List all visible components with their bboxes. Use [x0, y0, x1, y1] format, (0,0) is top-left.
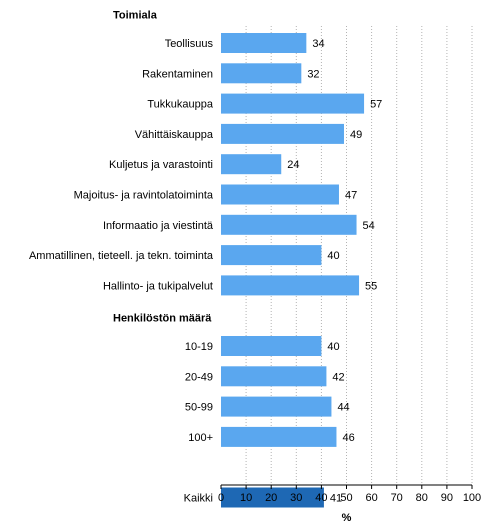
category-label-teollisuus: Teollisuus	[165, 38, 214, 50]
x-tick-label-70: 70	[391, 492, 403, 504]
category-label-vähittäiskauppa: Vähittäiskauppa	[135, 129, 214, 141]
bar-20-49	[221, 366, 327, 387]
category-label-informaatio-ja-viestintä: Informaatio ja viestintä	[103, 220, 214, 232]
x-tick-label-80: 80	[416, 492, 428, 504]
category-label-majoitus-ja-ravintolatoiminta: Majoitus- ja ravintolatoiminta	[74, 190, 214, 202]
value-label-rakentaminen: 32	[307, 68, 319, 80]
value-label-ammatillinen-tieteell-ja-tekn-toiminta: 40	[327, 250, 339, 262]
value-label-hallinto-ja-tukipalvelut: 55	[365, 280, 377, 292]
value-label-vähittäiskauppa: 49	[350, 129, 362, 141]
category-label-50-99: 50-99	[185, 402, 213, 414]
category-label-10-19: 10-19	[185, 341, 213, 353]
x-tick-label-10: 10	[240, 492, 252, 504]
category-label-20-49: 20-49	[185, 371, 213, 383]
value-label-majoitus-ja-ravintolatoiminta: 47	[345, 190, 357, 202]
value-label-teollisuus: 34	[312, 38, 324, 50]
bar-tukkukauppa	[221, 93, 365, 114]
bar-100	[221, 426, 337, 447]
bar-kaikki	[221, 487, 324, 508]
bar-informaatio-ja-viestintä	[221, 214, 357, 235]
category-label-hallinto-ja-tukipalvelut: Hallinto- ja tukipalvelut	[103, 280, 213, 292]
x-tick-label-60: 60	[365, 492, 377, 504]
bar-teollisuus	[221, 33, 307, 53]
bar-50-99	[221, 396, 332, 417]
x-axis-title: %	[342, 512, 352, 524]
value-label-kuljetus-ja-varastointi: 24	[287, 159, 299, 171]
value-label-10-19: 40	[327, 341, 339, 353]
category-label-rakentaminen: Rakentaminen	[142, 68, 213, 80]
bar-10-19	[221, 336, 322, 356]
x-tick-label-50: 50	[340, 492, 352, 504]
group-title-toimiala: Toimiala	[113, 10, 158, 22]
x-tick-label-100: 100	[463, 492, 481, 504]
value-label-20-49: 42	[332, 371, 344, 383]
value-label-kaikki: 41	[330, 493, 342, 505]
category-label-kuljetus-ja-varastointi: Kuljetus ja varastointi	[109, 159, 213, 171]
value-label-informaatio-ja-viestintä: 54	[363, 220, 375, 232]
x-tick-label-30: 30	[290, 492, 302, 504]
bar-kuljetus-ja-varastointi	[221, 154, 282, 175]
bar-vähittäiskauppa	[221, 123, 344, 144]
x-tick-label-20: 20	[265, 492, 277, 504]
bar-ammatillinen-tieteell-ja-tekn-toiminta	[221, 245, 322, 266]
value-label-50-99: 44	[337, 402, 349, 414]
bar-majoitus-ja-ravintolatoiminta	[221, 184, 339, 205]
bar-hallinto-ja-tukipalvelut	[221, 275, 360, 296]
category-label-ammatillinen-tieteell-ja-tekn-toiminta: Ammatillinen, tieteell. ja tekn. toimint…	[29, 250, 214, 262]
value-label-100: 46	[342, 432, 354, 444]
value-label-tukkukauppa: 57	[370, 99, 382, 111]
group-title-henkilöstön-määrä: Henkilöstön määrä	[113, 313, 212, 325]
category-label-kaikki: Kaikki	[184, 493, 213, 505]
bar-rakentaminen	[221, 63, 302, 84]
x-tick-label-0: 0	[218, 492, 224, 504]
x-tick-label-40: 40	[315, 492, 327, 504]
category-label-tukkukauppa: Tukkukauppa	[147, 99, 214, 111]
category-label-100: 100+	[188, 432, 213, 444]
x-tick-label-90: 90	[441, 492, 453, 504]
